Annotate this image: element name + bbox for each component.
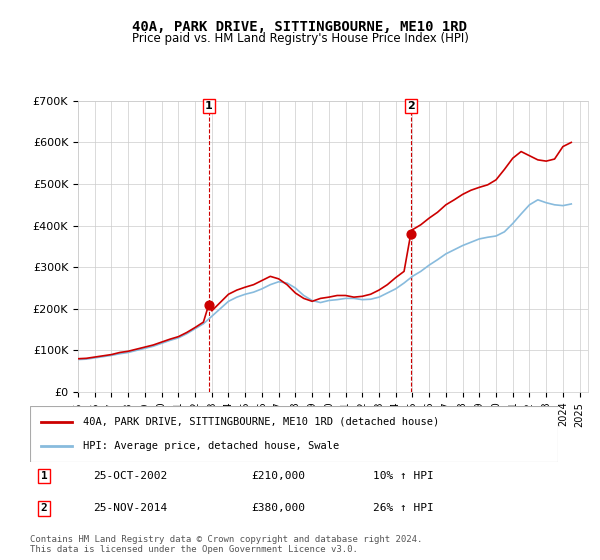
Text: 2: 2 <box>41 503 47 514</box>
Text: 26% ↑ HPI: 26% ↑ HPI <box>373 503 434 514</box>
Text: £210,000: £210,000 <box>252 471 306 481</box>
Text: 10% ↑ HPI: 10% ↑ HPI <box>373 471 434 481</box>
Text: 40A, PARK DRIVE, SITTINGBOURNE, ME10 1RD (detached house): 40A, PARK DRIVE, SITTINGBOURNE, ME10 1RD… <box>83 417 439 427</box>
Text: HPI: Average price, detached house, Swale: HPI: Average price, detached house, Swal… <box>83 441 339 451</box>
Text: 40A, PARK DRIVE, SITTINGBOURNE, ME10 1RD: 40A, PARK DRIVE, SITTINGBOURNE, ME10 1RD <box>133 20 467 34</box>
Text: 25-OCT-2002: 25-OCT-2002 <box>94 471 167 481</box>
Text: Price paid vs. HM Land Registry's House Price Index (HPI): Price paid vs. HM Land Registry's House … <box>131 32 469 45</box>
FancyBboxPatch shape <box>30 406 558 462</box>
Text: £380,000: £380,000 <box>252 503 306 514</box>
Point <box>406 230 416 239</box>
Text: 1: 1 <box>41 471 47 481</box>
Point <box>204 300 214 309</box>
Text: Contains HM Land Registry data © Crown copyright and database right 2024.
This d: Contains HM Land Registry data © Crown c… <box>30 535 422 554</box>
Text: 2: 2 <box>407 101 415 111</box>
Text: 1: 1 <box>205 101 212 111</box>
Text: 25-NOV-2014: 25-NOV-2014 <box>94 503 167 514</box>
